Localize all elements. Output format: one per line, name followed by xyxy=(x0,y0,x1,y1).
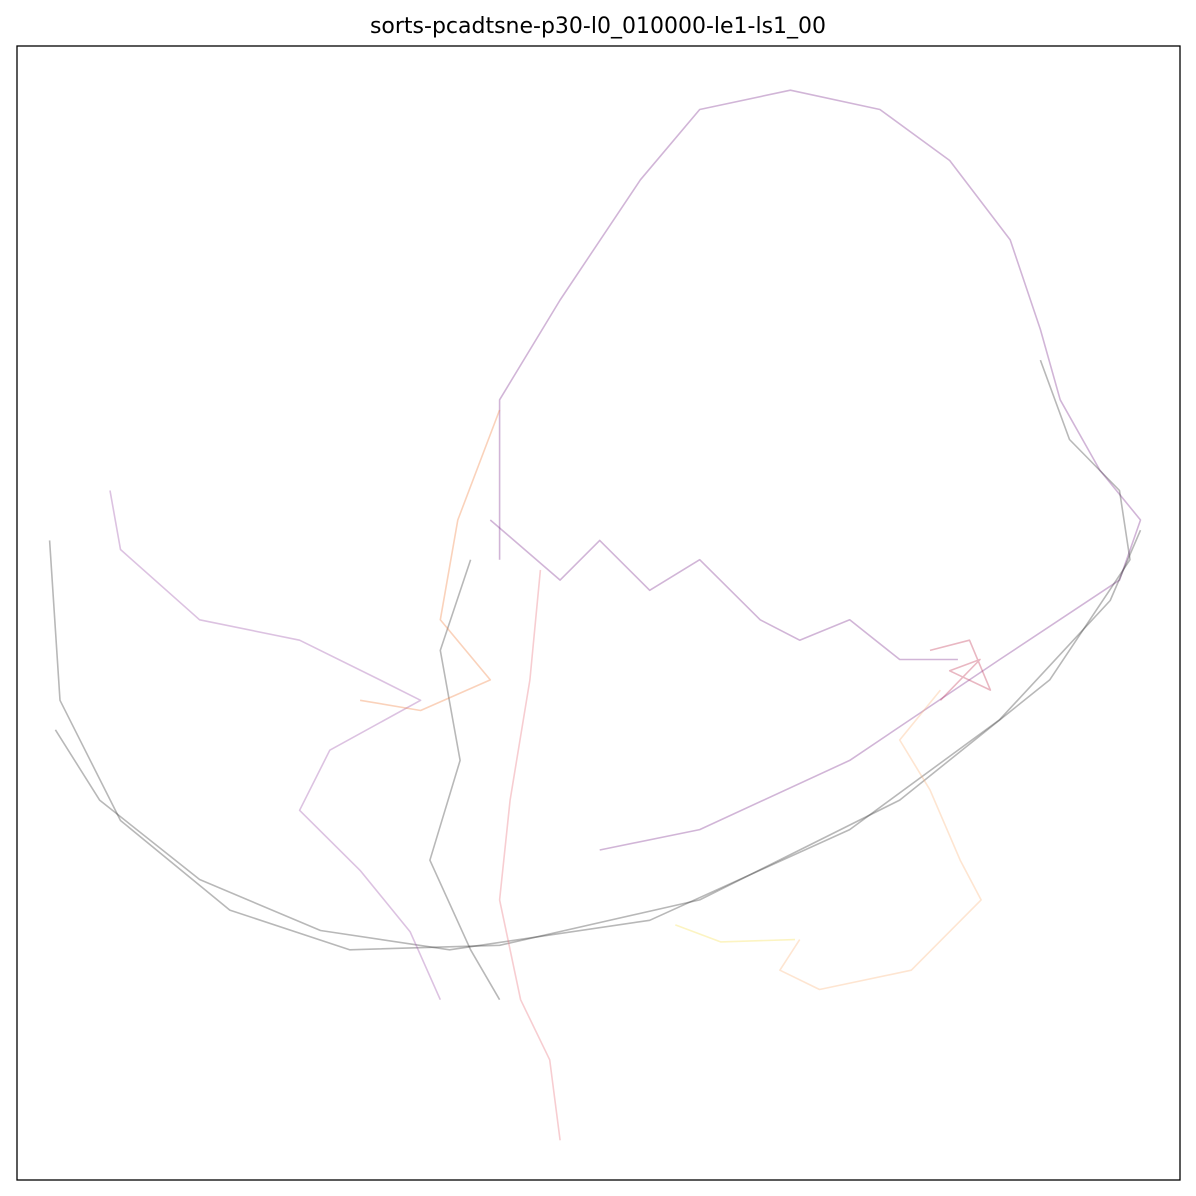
trajectory xyxy=(109,490,442,1001)
trajectory xyxy=(779,689,982,991)
trajectory xyxy=(359,409,501,712)
trajectory xyxy=(498,569,561,1141)
trajectory xyxy=(489,519,958,661)
trajectory xyxy=(498,89,1142,851)
trajectory xyxy=(429,559,501,1001)
trajectory xyxy=(48,359,1131,951)
chart-title: sorts-pcadtsne-p30-l0_010000-le1-ls1_00 xyxy=(370,14,826,39)
trajectory xyxy=(54,529,1142,951)
trajectory xyxy=(675,924,796,943)
trajectory xyxy=(929,639,992,701)
plot-area xyxy=(48,89,1142,1141)
frame xyxy=(16,45,1181,1181)
